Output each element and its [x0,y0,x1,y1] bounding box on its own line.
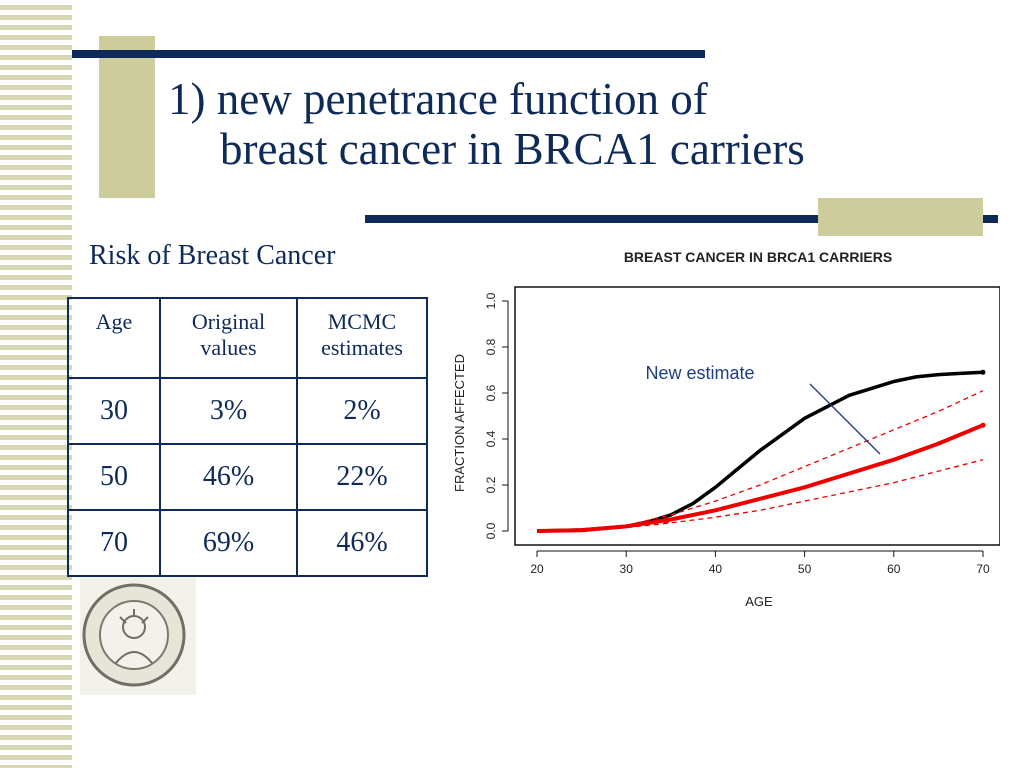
x-tick-label: 70 [976,562,990,576]
annotation-pointer [809,383,881,455]
left-stripe-decoration [0,0,72,768]
penetrance-chart: BREAST CANCER IN BRCA1 CARRIERS 0.00.20.… [452,249,1000,609]
new-estimate-annotation: New estimate [645,363,754,383]
university-seal [80,577,196,695]
table-header-row: Age Original values MCMC estimates [67,297,428,379]
y-axis-label: FRACTION AFFECTED [452,354,467,492]
y-tick-label: 0.4 [484,430,498,447]
x-axis-label: AGE [745,594,773,609]
table-cell: 70 [67,509,161,577]
title-accent-block [99,36,155,198]
risk-table: Age Original values MCMC estimates 30 3%… [67,297,428,577]
annotation-layer: New estimate [645,363,881,455]
y-tick-label: 0.2 [484,476,498,493]
table-cell: 69% [159,509,298,577]
table-cell: 46% [296,509,428,577]
table-header-age: Age [67,297,161,379]
x-tick-label: 30 [620,562,634,576]
x-tick-label: 40 [709,562,723,576]
y-axis: 0.0 0.2 0.4 0.6 0.8 1.0 [484,292,509,539]
x-axis: 20 30 40 50 60 70 [530,550,990,576]
title-accent-block-right [818,198,983,236]
estimate-end-point [980,422,986,428]
table-row: 70 69% 46% [67,509,428,577]
table-header-mcmc: MCMC estimates [296,297,428,379]
table-caption: Risk of Breast Cancer [89,240,336,271]
slide-title-line1: 1) new penetrance function of [168,74,708,124]
x-tick-label: 20 [530,562,544,576]
table-header-original: Original values [159,297,298,379]
y-tick-label: 0.8 [484,338,498,355]
chart-title: BREAST CANCER IN BRCA1 CARRIERS [624,249,892,265]
estimate-marker-point [663,517,670,524]
table-cell: 22% [296,443,428,511]
y-tick-label: 0.0 [484,522,498,539]
upper-bound-line [536,390,984,532]
lower-bound-line [536,459,984,532]
x-tick-label: 60 [887,562,901,576]
original-end-point [980,369,986,375]
title-rule-top [72,50,705,58]
plot-border [514,286,1000,546]
y-tick-label: 0.6 [484,384,498,401]
slide-title: 1) new penetrance function of breast can… [168,74,988,174]
x-tick-label: 50 [798,562,812,576]
slide-title-line2: breast cancer in BRCA1 carriers [220,124,805,174]
table-cell: 50 [67,443,161,511]
table-cell: 3% [159,377,298,445]
title-rule-bottom [365,215,998,223]
table-cell: 30 [67,377,161,445]
table-cell: 46% [159,443,298,511]
plot-frame [514,286,1000,546]
table-row: 50 46% 22% [67,443,428,511]
table-row: 30 3% 2% [67,377,428,445]
y-tick-label: 1.0 [484,292,498,309]
series-layer [536,369,986,533]
table-cell: 2% [296,377,428,445]
new-estimate-line [536,423,984,533]
